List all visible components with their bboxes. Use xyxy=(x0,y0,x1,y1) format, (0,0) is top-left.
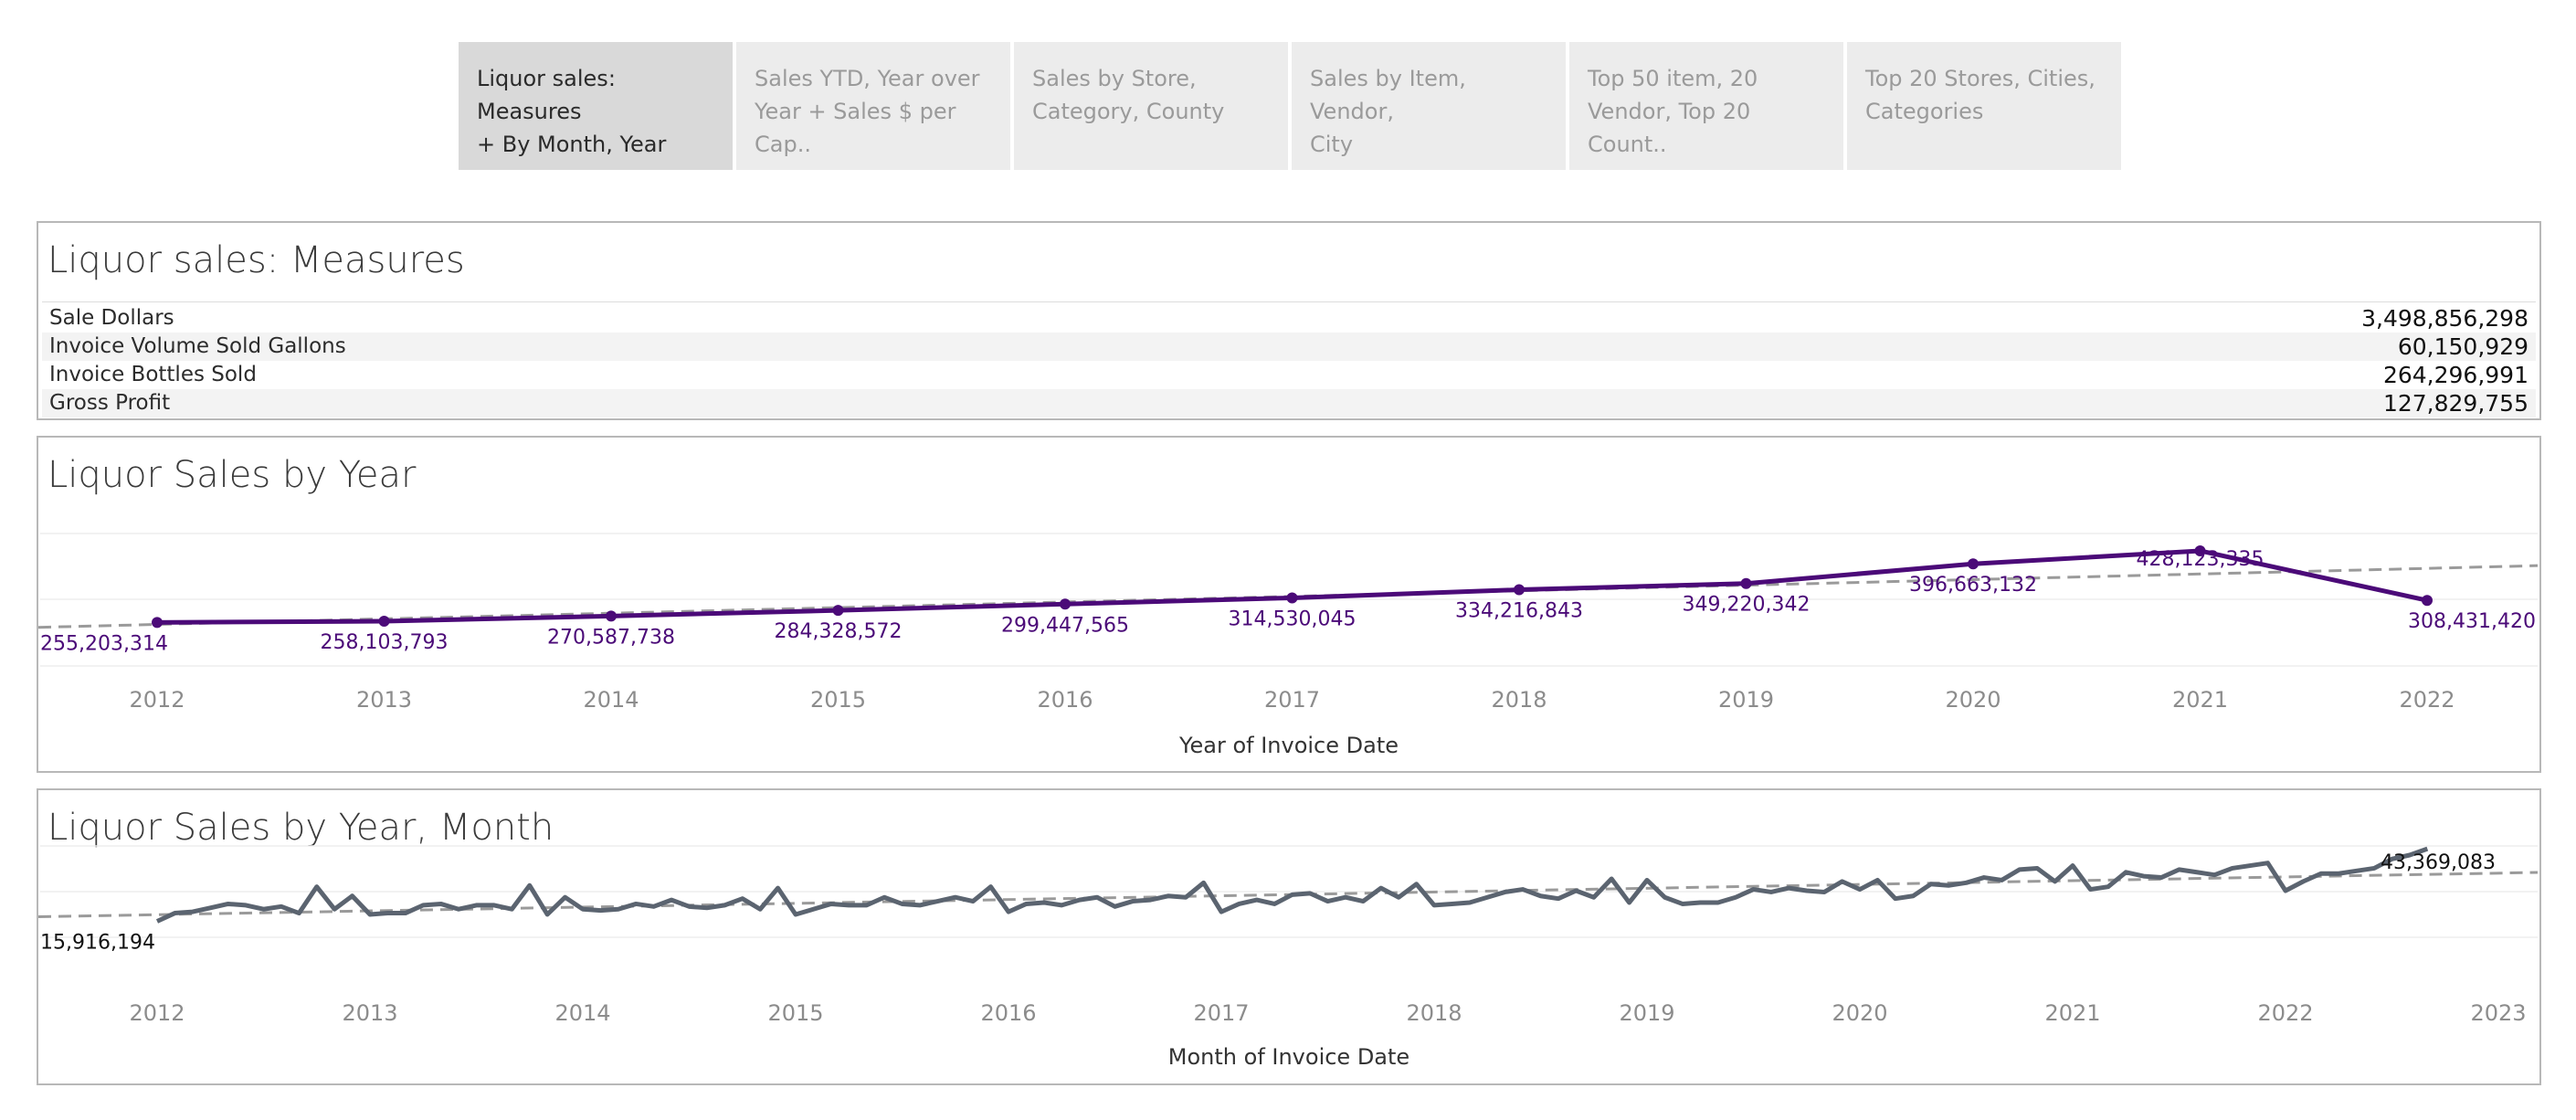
x-tick-label: 2017 xyxy=(1264,687,1320,713)
x-tick-label: 2020 xyxy=(1832,1000,1887,1026)
tab-label-line2: Category, County xyxy=(1032,99,1225,124)
tab-label-line1: Sales by Item, Vendor, xyxy=(1310,66,1466,124)
data-label: 255,203,314 xyxy=(40,632,168,655)
tab-top-20-stores[interactable]: Top 20 Stores, Cities, Categories xyxy=(1847,42,2121,170)
data-label: 284,328,572 xyxy=(775,620,903,643)
sales-by-year-chart: 255,203,314 258,103,793 270,587,738 284,328… xyxy=(37,533,2539,758)
tab-label-line2: City xyxy=(1310,132,1354,157)
data-label: 428,123,335 xyxy=(2137,548,2265,571)
x-tick-label: 2021 xyxy=(2172,687,2228,713)
dashboard-tabs: Liquor sales: Measures + By Month, Year … xyxy=(459,42,2121,170)
measure-row: Invoice Bottles Sold 264,296,991 xyxy=(42,361,2536,389)
x-tick-label: 2016 xyxy=(980,1000,1036,1026)
measure-row: Gross Profit 127,829,755 xyxy=(42,389,2536,417)
measure-label: Invoice Bottles Sold xyxy=(49,363,257,386)
x-tick-label: 2021 xyxy=(2044,1000,2100,1026)
last-value-label: 43,369,083 xyxy=(2381,851,2496,874)
tab-label-line2: Categories xyxy=(1865,99,1984,124)
tab-label-line2: + By Month, Year xyxy=(477,132,667,157)
x-tick-label: 2020 xyxy=(1945,687,2001,713)
data-label: 270,587,738 xyxy=(547,626,675,649)
data-label: 314,530,045 xyxy=(1229,608,1357,630)
data-label: 258,103,793 xyxy=(321,631,449,654)
title-divider xyxy=(42,301,2536,302)
x-tick-label: 2015 xyxy=(767,1000,823,1026)
data-point xyxy=(1060,598,1071,610)
month-series-line xyxy=(155,846,2429,924)
tab-sales-by-store[interactable]: Sales by Store, Category, County xyxy=(1014,42,1288,170)
x-tick-label: 2014 xyxy=(554,1000,610,1026)
data-point xyxy=(152,617,163,629)
tab-label-line1: Top 20 Stores, Cities, xyxy=(1865,66,2096,91)
measure-label: Sale Dollars xyxy=(49,306,174,330)
measure-value: 127,829,755 xyxy=(2382,390,2528,417)
measure-value: 60,150,929 xyxy=(2397,333,2528,360)
x-tick-label: 2023 xyxy=(2470,1000,2526,1026)
year-chart-title: Liquor Sales by Year xyxy=(48,454,417,496)
x-axis-title: Year of Invoice Date xyxy=(1178,733,1399,758)
data-label: 396,663,132 xyxy=(1909,574,2037,597)
data-point xyxy=(378,616,390,628)
data-point xyxy=(1968,558,1979,570)
tab-label-line1: Liquor sales: Measures xyxy=(477,66,616,124)
tab-top-50-items[interactable]: Top 50 item, 20 Vendor, Top 20 Count.. xyxy=(1569,42,1843,170)
data-point xyxy=(2194,544,2206,556)
tab-label-line1: Top 50 item, 20 xyxy=(1588,66,1758,91)
tab-label-line2: Vendor, Top 20 Count.. xyxy=(1588,99,1751,157)
measures-title: Liquor sales: Measures xyxy=(48,239,465,281)
x-tick-label: 2013 xyxy=(342,1000,397,1026)
data-label: 334,216,843 xyxy=(1455,600,1583,623)
x-tick-label: 2015 xyxy=(810,687,866,713)
data-point xyxy=(2422,595,2433,607)
month-chart-title: Liquor Sales by Year, Month xyxy=(48,807,554,849)
tab-label-line1: Sales by Store, xyxy=(1032,66,1197,91)
data-point xyxy=(1286,592,1298,604)
measure-row: Sale Dollars 3,498,856,298 xyxy=(42,304,2536,333)
x-tick-label: 2022 xyxy=(2399,687,2455,713)
x-tick-label: 2014 xyxy=(583,687,639,713)
x-tick-label: 2018 xyxy=(1406,1000,1462,1026)
x-tick-label: 2022 xyxy=(2257,1000,2313,1026)
sales-by-month-panel: Liquor Sales by Year, Month 15,916,194 43… xyxy=(37,788,2541,1085)
measure-value: 3,498,856,298 xyxy=(2361,305,2528,332)
tab-label-line1: Sales YTD, Year over xyxy=(755,66,980,91)
x-tick-label: 2013 xyxy=(356,687,412,713)
data-label: 308,431,420 xyxy=(2408,610,2536,633)
x-tick-label: 2016 xyxy=(1037,687,1093,713)
measure-label: Gross Profit xyxy=(49,391,171,415)
tab-label-line2: Year + Sales $ per Cap.. xyxy=(755,99,956,157)
first-value-label: 15,916,194 xyxy=(40,931,155,954)
x-tick-label: 2018 xyxy=(1491,687,1547,713)
measure-row: Invoice Volume Sold Gallons 60,150,929 xyxy=(42,333,2536,361)
sales-by-month-chart: 15,916,194 43,369,083 2012 2013 2014 2015 2016… xyxy=(37,845,2539,1070)
data-point xyxy=(606,610,617,622)
measures-panel: Liquor sales: Measures Sale Dollars 3,49… xyxy=(37,221,2541,420)
measure-value: 264,296,991 xyxy=(2382,362,2528,388)
sales-by-year-panel: Liquor Sales by Year 255,203,314 258,103,… xyxy=(37,436,2541,773)
x-tick-label: 2017 xyxy=(1193,1000,1249,1026)
data-point xyxy=(1740,577,1752,589)
x-tick-label: 2019 xyxy=(1718,687,1774,713)
data-point xyxy=(832,605,844,617)
measure-label: Invoice Volume Sold Gallons xyxy=(49,334,346,358)
data-label: 299,447,565 xyxy=(1001,614,1129,637)
data-label: 349,220,342 xyxy=(1683,594,1811,617)
tab-sales-ytd[interactable]: Sales YTD, Year over Year + Sales $ per … xyxy=(736,42,1010,170)
tab-sales-by-item[interactable]: Sales by Item, Vendor, City xyxy=(1292,42,1566,170)
x-tick-label: 2019 xyxy=(1619,1000,1674,1026)
tab-measures-by-month-year[interactable]: Liquor sales: Measures + By Month, Year xyxy=(459,42,733,170)
x-tick-label: 2012 xyxy=(129,687,185,713)
data-point xyxy=(1514,584,1525,596)
x-tick-label: 2012 xyxy=(129,1000,185,1026)
x-axis-title: Month of Invoice Date xyxy=(1168,1044,1409,1070)
